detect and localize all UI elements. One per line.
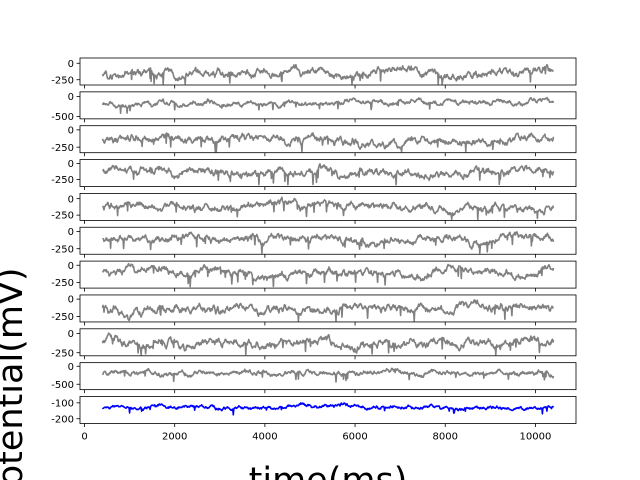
y-tick-label: -200 [51,414,74,425]
panel-frame [79,294,577,323]
panel-10: 0 -500 [51,362,577,394]
panel-1: 0 -250 [51,57,577,89]
panel-2: 0 -500 [51,91,577,123]
y-tick-label: 0 [68,92,74,103]
x-tick-label: 2000 [162,432,187,443]
series-line-10 [101,367,555,383]
panel-frame [79,260,577,289]
panel-frame [79,362,577,391]
y-tick-label: -250 [51,278,74,289]
x-tick-label: 6000 [342,432,367,443]
y-tick-label: -250 [51,312,74,323]
x-tick-label: 8000 [433,432,458,443]
x-tick-label: 10000 [520,432,552,443]
y-tick-label: 0 [68,59,74,70]
series-line-2 [101,96,555,114]
series-line-3 [101,132,555,153]
series-line-6 [102,231,555,254]
y-tick-label: -250 [51,175,74,186]
y-tick-label: -250 [51,75,74,86]
y-tick-label: 0 [68,227,74,238]
series-line-8 [101,299,554,322]
y-tick-label: -250 [51,143,74,154]
panel-5: 0 -250 [51,192,577,224]
y-tick-label: -100 [51,398,74,409]
panel-frame [79,226,577,255]
x-tick-label: 0 [81,432,87,443]
series-line-5 [102,196,555,221]
y-tick-label: -250 [51,348,74,359]
y-tick-label: -250 [51,244,74,255]
series-line-4 [102,163,555,186]
series-line-11 [101,402,555,416]
panel-frame [79,57,577,86]
panel-frame [79,396,577,424]
panel-frame [79,192,577,221]
y-tick-label: 0 [68,159,74,170]
panel-9: 0 -250 [51,328,577,359]
panel-8: 0 -250 [51,294,577,326]
x-axis-label: time(ms) [249,461,408,480]
y-tick-label: -250 [51,211,74,222]
panel-frame [79,159,577,187]
panel-frame [79,125,577,154]
y-tick-label: 0 [68,329,74,340]
panel-7: 0 -250 [51,260,577,292]
panel-11: -100 -200 [51,396,577,427]
x-tick-label: 4000 [252,432,277,443]
x-axis: 0 2000 4000 6000 8000 10000 [81,432,551,443]
y-tick-label: -500 [51,380,74,391]
y-tick-label: 0 [68,362,74,373]
series-line-7 [102,262,555,288]
y-tick-label: 0 [68,125,74,136]
series-line-1 [101,63,554,85]
panel-frame [79,328,577,357]
y-tick-label: 0 [68,295,74,306]
panels: 0 -250 0 -500 0 -250 0 -250 0 -250 0 -250 0 -250 0 -250… [51,57,577,427]
panel-3: 0 -250 [51,125,577,157]
y-tick-label: 0 [68,261,74,272]
y-tick-label: -500 [51,112,74,123]
y-axis-label: potential(mV) [0,267,31,480]
panel-frame [79,91,577,120]
series-line-9 [101,332,555,356]
y-tick-label: 0 [68,194,74,205]
panel-6: 0 -250 [51,226,577,258]
panel-4: 0 -250 [51,159,577,191]
